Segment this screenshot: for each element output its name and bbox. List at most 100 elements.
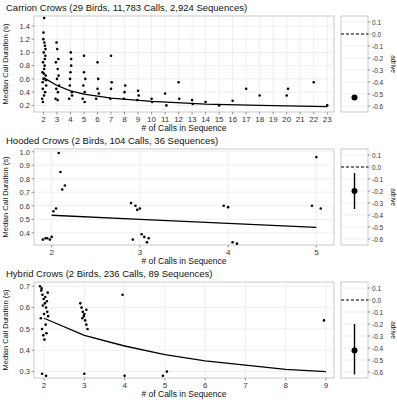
data-point: [47, 315, 50, 318]
x-tick-label: 3: [82, 381, 87, 390]
x-tick-label: 22: [309, 115, 318, 124]
y-tick-label: 1.2: [20, 35, 30, 44]
reference-line: [341, 300, 368, 301]
tick-mark: [368, 46, 371, 47]
data-point: [50, 236, 53, 239]
data-point: [41, 97, 44, 100]
data-point: [44, 48, 47, 51]
data-point: [83, 313, 86, 316]
estimate-group: [341, 300, 368, 374]
estimate-tick-label: -0.1: [372, 309, 384, 316]
data-point: [43, 94, 46, 97]
data-point: [110, 81, 113, 84]
estimate-group: [341, 167, 368, 209]
data-point: [45, 306, 48, 309]
data-point: [136, 209, 139, 212]
data-point: [41, 372, 44, 375]
grid-line: [124, 282, 125, 378]
data-point: [315, 156, 318, 159]
data-point: [56, 48, 59, 51]
data-point: [43, 64, 46, 67]
grid-line: [34, 286, 334, 287]
tick-mark: [32, 192, 35, 193]
grid-line: [341, 70, 368, 71]
tick-mark: [32, 52, 35, 53]
data-point: [312, 81, 315, 84]
data-point: [70, 58, 73, 61]
y-axis-title: Median Call Duration (s): [1, 23, 10, 104]
tick-mark: [368, 348, 371, 349]
tick-mark: [368, 336, 371, 337]
grid-line: [164, 282, 165, 378]
grid-line: [139, 149, 140, 245]
tick-mark: [368, 372, 371, 373]
tick-mark: [368, 22, 371, 23]
estimate-tick-label: 0.0: [372, 297, 381, 304]
data-point: [69, 71, 72, 74]
estimate-label: adrive: [390, 321, 397, 339]
data-point: [124, 84, 127, 87]
x-tick-label: 17: [242, 115, 251, 124]
data-point: [42, 38, 45, 41]
y-tick-label: 0.7: [20, 282, 30, 291]
tick-mark: [368, 94, 371, 95]
grid-line: [70, 16, 71, 112]
data-group: [41, 17, 329, 107]
data-point: [82, 84, 85, 87]
grid-line: [34, 39, 334, 40]
x-tick-label: 3: [55, 115, 60, 124]
tick-mark: [368, 70, 371, 71]
grid-line: [313, 16, 314, 112]
y-tick-label: 0.2: [20, 101, 30, 110]
data-point: [146, 241, 149, 244]
data-point: [139, 207, 142, 210]
x-tick-label: 9: [324, 381, 329, 390]
tick-mark: [368, 203, 371, 204]
y-tick-label: 1.0: [20, 48, 30, 57]
data-point: [166, 370, 169, 373]
grid-line: [341, 22, 368, 23]
data-point: [81, 317, 84, 320]
data-point: [130, 202, 133, 205]
estimate-tick-label: -0.3: [372, 67, 384, 74]
data-point: [165, 104, 168, 107]
grid-line: [341, 46, 368, 47]
data-point: [55, 88, 58, 91]
chart-root: Carrion Crows (29 Birds, 11,783 Calls, 2…: [0, 0, 397, 400]
grid-line: [34, 350, 334, 351]
y-tick-label: 0.9: [20, 161, 30, 170]
grid-line: [246, 16, 247, 112]
data-point: [43, 313, 46, 316]
tick-mark: [368, 179, 371, 180]
data-group: [42, 152, 323, 245]
data-point: [44, 54, 47, 57]
grid-line: [165, 16, 166, 112]
data-point: [42, 304, 45, 307]
fit-line: [43, 78, 327, 107]
plot-frame: [34, 149, 334, 245]
grid-line: [43, 16, 44, 112]
tick-mark: [368, 300, 371, 301]
y-tick-label: 0.4: [20, 229, 30, 238]
data-point: [83, 91, 86, 94]
grid-line: [341, 227, 368, 228]
data-group: [39, 285, 326, 377]
estimate-tick-label: -0.4: [372, 345, 384, 352]
data-point: [69, 51, 72, 54]
x-tick-label: 2: [41, 115, 46, 124]
data-point: [86, 328, 89, 331]
grid-line: [325, 282, 326, 378]
data-point: [64, 184, 67, 187]
data-point: [40, 287, 43, 290]
data-point: [81, 97, 84, 100]
grid-line: [34, 151, 334, 152]
grid-line: [34, 178, 334, 179]
estimate-label: adrive: [390, 188, 397, 206]
y-tick-label: 0.6: [20, 303, 30, 312]
data-point: [311, 204, 314, 207]
y-tick-label: 0.4: [20, 88, 30, 97]
data-point: [231, 241, 234, 244]
data-point: [43, 72, 46, 75]
grid-line: [327, 16, 328, 112]
data-point: [97, 78, 100, 81]
